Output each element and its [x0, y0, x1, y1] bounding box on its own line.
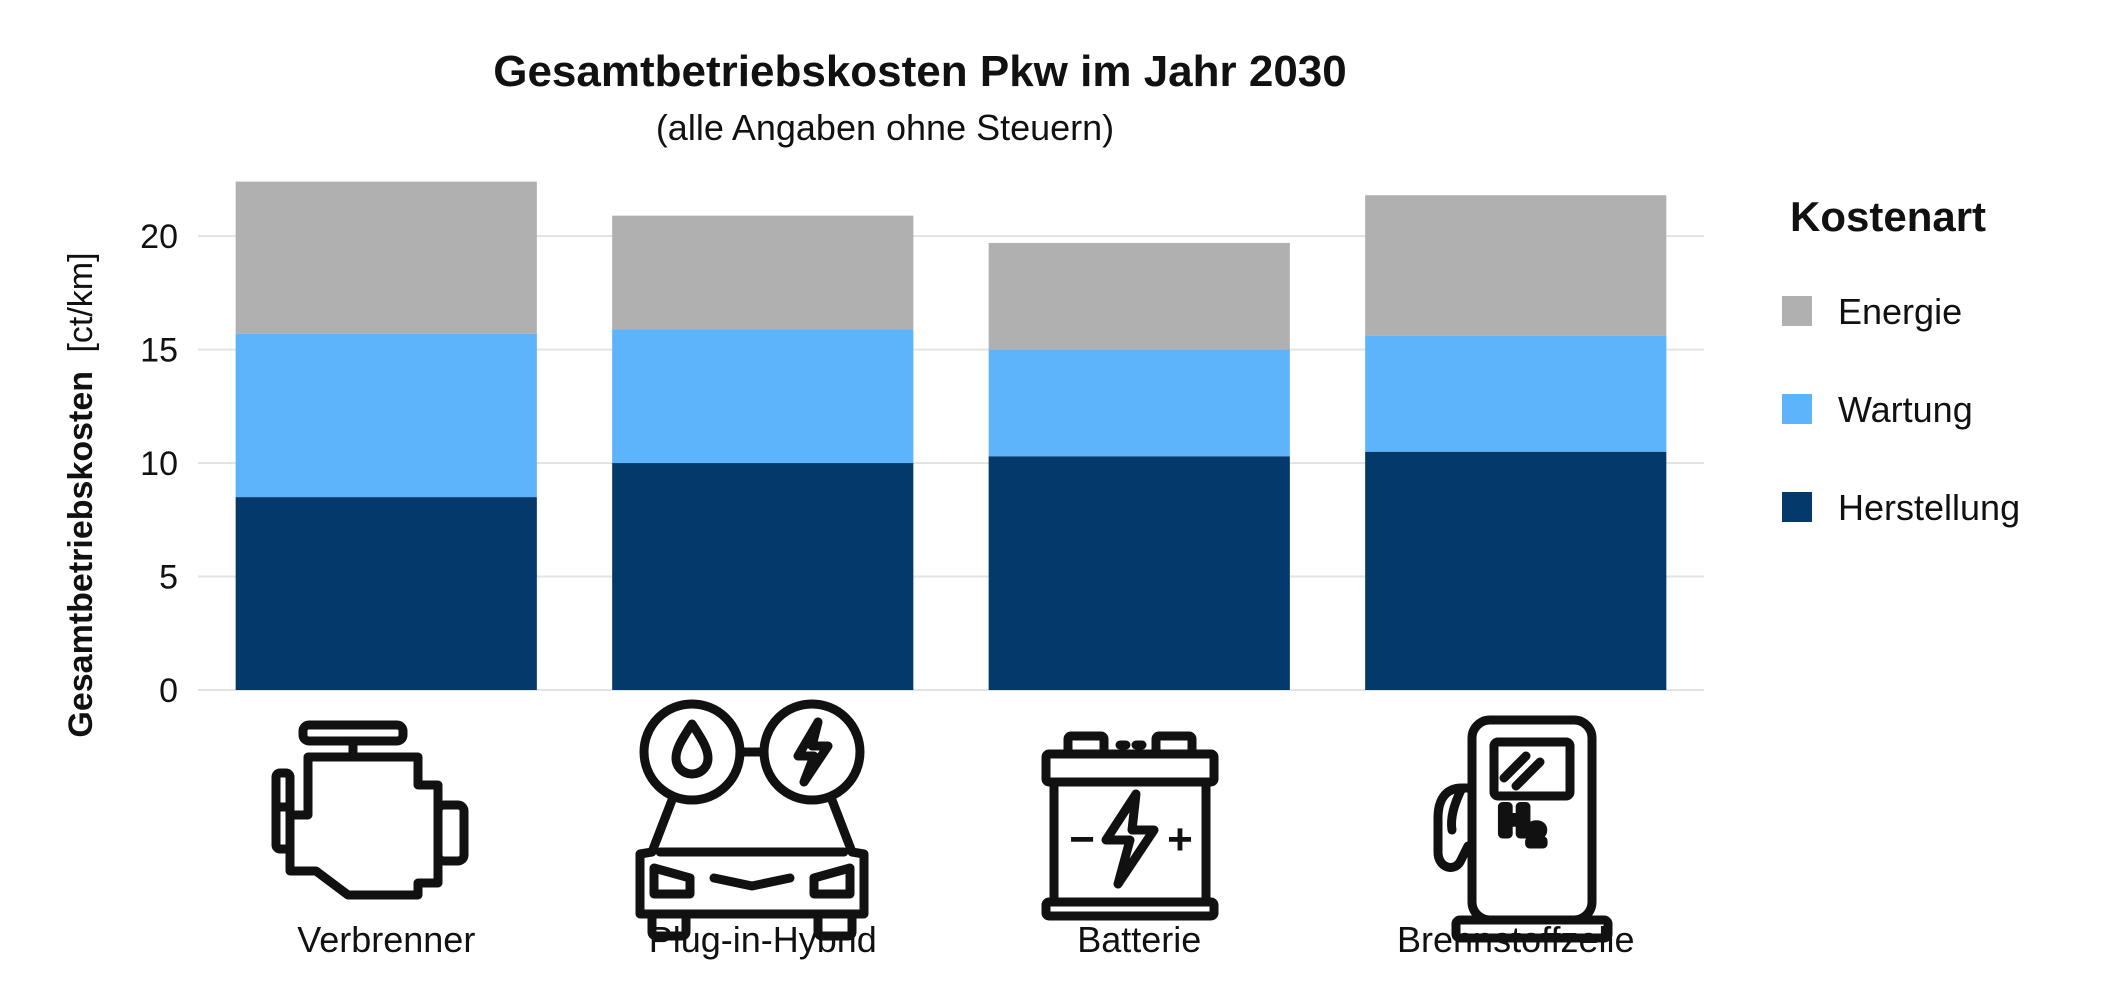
category-label: Batterie	[1077, 919, 1201, 960]
y-tick-label: 20	[140, 218, 178, 256]
chart-subtitle: (alle Angaben ohne Steuern)	[656, 107, 1114, 148]
bar-energie-brennstoffzelle	[1365, 195, 1667, 336]
bar-wartung-brennstoffzelle	[1365, 335, 1667, 452]
bar-wartung-plug-in-hybrid	[612, 329, 914, 464]
bar-energie-verbrenner	[235, 181, 537, 334]
legend-swatch-wartung	[1782, 394, 1812, 424]
battery-minus-label: −	[1069, 815, 1095, 864]
bar-herstellung-brennstoffzelle	[1365, 451, 1667, 690]
legend-label-herstellung: Herstellung	[1838, 487, 2020, 528]
bar-wartung-batterie	[988, 349, 1290, 457]
legend-swatch-herstellung	[1782, 492, 1812, 522]
y-axis-title: Gesamtbetriebskosten	[62, 371, 100, 738]
battery-icon: − +	[1041, 731, 1219, 921]
y-tick-label: 5	[159, 559, 178, 597]
battery-plus-label: +	[1167, 815, 1193, 864]
bar-herstellung-plug-in-hybrid	[612, 463, 914, 690]
category-label: Verbrenner	[297, 919, 475, 960]
legend-label-energie: Energie	[1838, 291, 1962, 332]
legend-title: Kostenart	[1790, 193, 1986, 240]
y-tick-label: 10	[140, 445, 178, 483]
bar-energie-plug-in-hybrid	[612, 215, 914, 330]
chart-title: Gesamtbetriebskosten Pkw im Jahr 2030	[493, 47, 1347, 96]
h2-label: H2	[1500, 799, 1544, 850]
y-axis-label: Gesamtbetriebskosten [ct/km]	[62, 252, 100, 737]
bars	[235, 181, 1667, 690]
y-tick-labels: 0 5 10 15 20	[140, 218, 178, 710]
bar-herstellung-verbrenner	[235, 497, 537, 690]
hydrogen-pump-icon: H2	[1433, 715, 1613, 943]
legend: Kostenart Energie Wartung Herstellung	[1782, 193, 2020, 528]
category-labels: Verbrenner Plug-in-Hybrid Batterie Brennsto…	[297, 919, 1634, 960]
legend-label-wartung: Wartung	[1838, 389, 1973, 430]
y-axis-unit: [ct/km]	[62, 252, 100, 352]
bar-wartung-verbrenner	[235, 333, 537, 498]
hybrid-car-icon	[635, 699, 869, 941]
bar-energie-batterie	[988, 242, 1290, 350]
bar-herstellung-batterie	[988, 456, 1290, 690]
y-tick-label: 0	[159, 672, 178, 710]
legend-swatch-energie	[1782, 296, 1812, 326]
engine-icon	[271, 720, 469, 900]
y-tick-label: 15	[140, 332, 178, 370]
